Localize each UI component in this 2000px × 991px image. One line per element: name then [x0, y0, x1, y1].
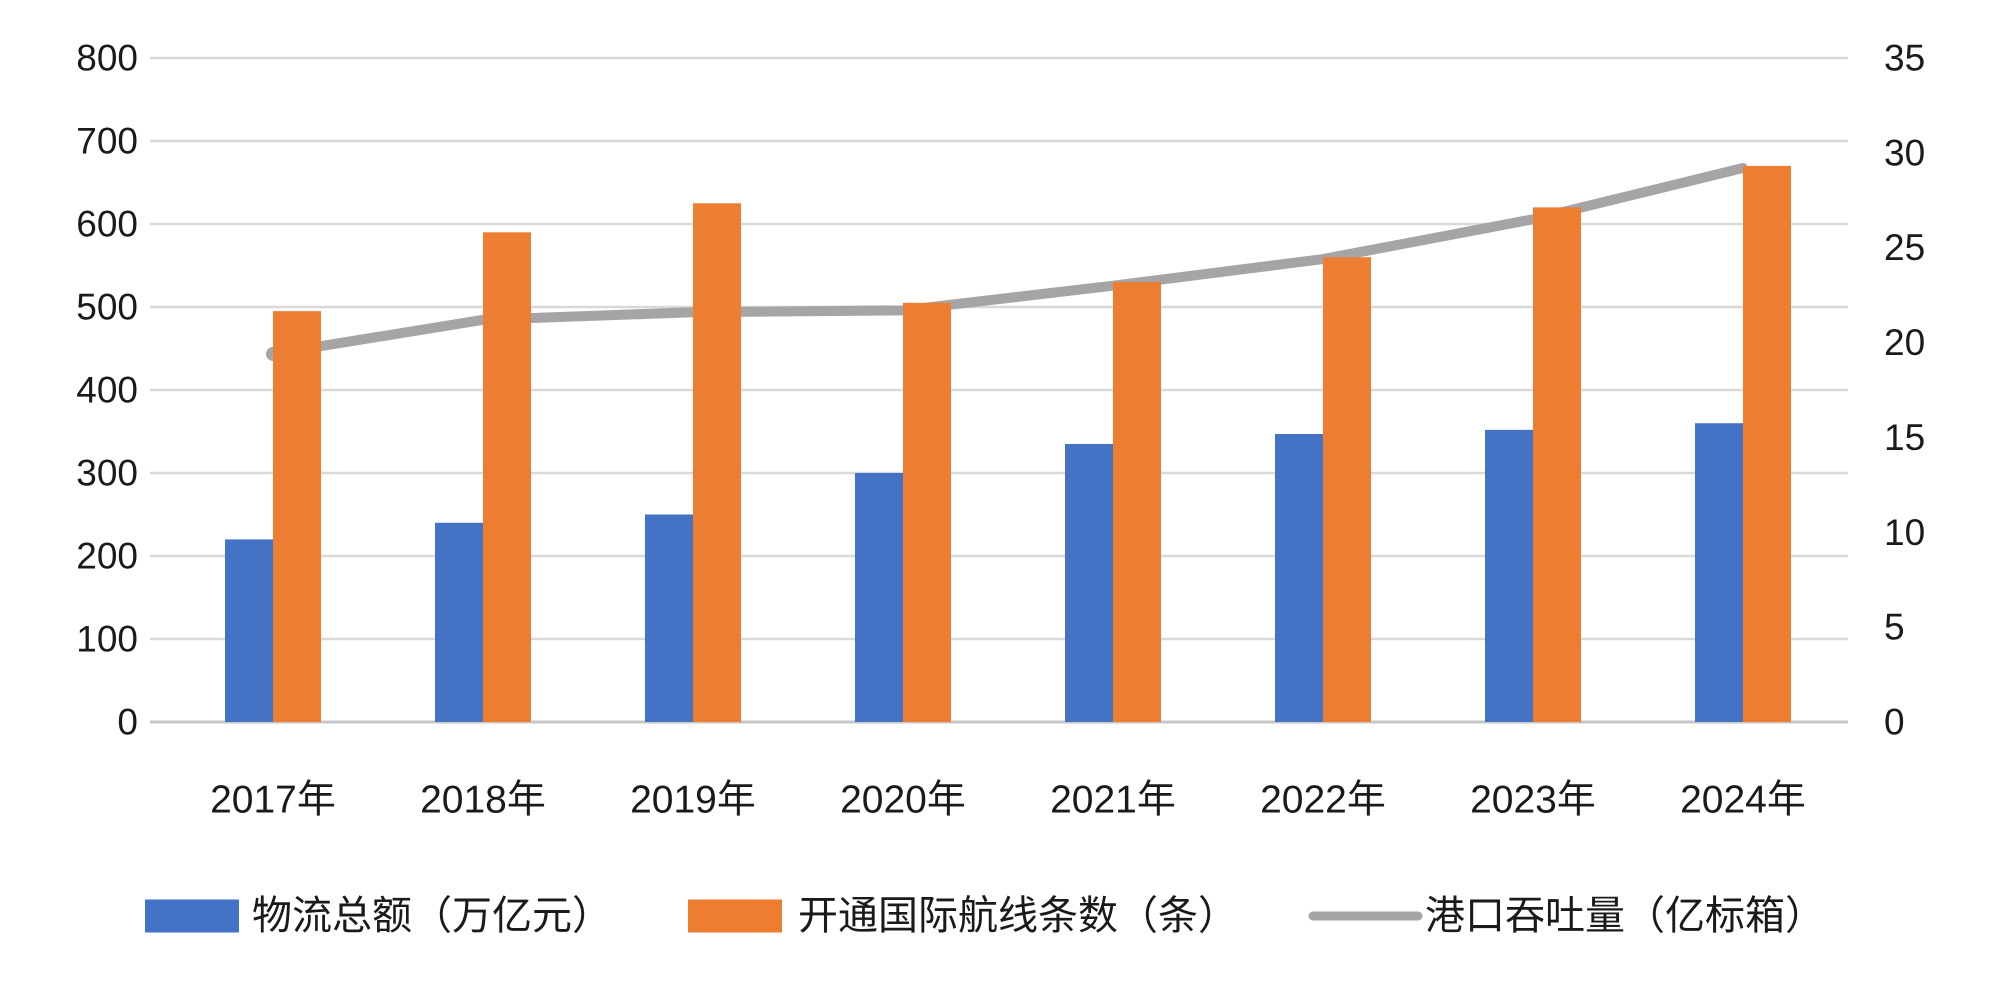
y-axis-left-tick-800: 800 — [76, 38, 138, 79]
bar-intl-air-routes-2024年 — [1743, 165, 1791, 722]
y-axis-left-tick-200: 200 — [76, 536, 138, 577]
y-axis-left-tick-0: 0 — [117, 702, 138, 743]
y-axis-right-tick-35: 35 — [1884, 38, 1925, 79]
x-axis-label-2019年: 2019年 — [630, 779, 756, 822]
x-axis-label-2018年: 2018年 — [420, 779, 546, 822]
x-axis-label-2023年: 2023年 — [1470, 779, 1596, 822]
legend-item-intl-air-routes: 开通国际航线条数（条） — [688, 894, 1238, 938]
legend-label-intl-air-routes: 开通国际航线条数（条） — [798, 894, 1238, 938]
y-axis-left-tick-500: 500 — [76, 287, 138, 328]
x-axis-label-2022年: 2022年 — [1260, 779, 1386, 822]
legend-label-port-throughput: 港口吞吐量（亿标箱） — [1425, 894, 1825, 938]
y-axis-right-tick-20: 20 — [1884, 322, 1925, 363]
y-axis-right-tick-10: 10 — [1884, 512, 1925, 553]
gridlines — [150, 56, 1848, 724]
bar-logistics-total-2022年 — [1275, 433, 1323, 722]
y-axis-right-tick-30: 30 — [1884, 132, 1925, 173]
y-axis-left-tick-100: 100 — [76, 619, 138, 660]
y-axis-left-tick-600: 600 — [76, 204, 138, 245]
y-axis-left-tick-700: 700 — [76, 121, 138, 162]
y-axis-right-tick-15: 15 — [1884, 417, 1925, 458]
legend-item-logistics-total: 物流总额（万亿元） — [145, 894, 612, 938]
x-axis-label-2024年: 2024年 — [1680, 779, 1806, 822]
bar-intl-air-routes-2018年 — [483, 232, 531, 723]
bar-logistics-total-2018年 — [435, 522, 483, 722]
x-axis-label-2020年: 2020年 — [840, 779, 966, 822]
x-axis-label-2021年: 2021年 — [1050, 779, 1176, 822]
series-logistics-total — [225, 423, 1743, 722]
bar-intl-air-routes-2021年 — [1113, 282, 1161, 722]
bar-logistics-total-2024年 — [1695, 423, 1743, 722]
bar-logistics-total-2019年 — [645, 514, 693, 722]
bar-intl-air-routes-2019年 — [693, 203, 741, 722]
legend-label-logistics-total: 物流总额（万亿元） — [252, 894, 612, 938]
bar-logistics-total-2017年 — [225, 539, 273, 722]
legend-swatch-intl-air-routes — [688, 899, 782, 933]
x-axis-label-2017年: 2017年 — [210, 779, 336, 822]
y-axis-right-tick-25: 25 — [1884, 227, 1925, 268]
bar-intl-air-routes-2017年 — [273, 311, 321, 722]
y-axis-right-tick-5: 5 — [1884, 607, 1905, 648]
bar-logistics-total-2023年 — [1485, 429, 1533, 722]
series-intl-air-routes — [273, 165, 1791, 723]
y-axis-left-tick-400: 400 — [76, 370, 138, 411]
bar-intl-air-routes-2020年 — [903, 302, 951, 722]
legend: 物流总额（万亿元） 开通国际航线条数（条） 港口吞吐量（亿标箱） — [145, 894, 1825, 938]
legend-swatch-logistics-total — [145, 899, 239, 933]
legend-item-port-throughput: 港口吞吐量（亿标箱） — [1308, 894, 1825, 938]
bar-logistics-total-2021年 — [1065, 443, 1113, 722]
bar-intl-air-routes-2022年 — [1323, 257, 1371, 722]
y-axis-left-tick-300: 300 — [76, 453, 138, 494]
y-axis-right-tick-0: 0 — [1884, 702, 1905, 743]
bar-logistics-total-2020年 — [855, 473, 903, 722]
bar-intl-air-routes-2023年 — [1533, 207, 1581, 722]
